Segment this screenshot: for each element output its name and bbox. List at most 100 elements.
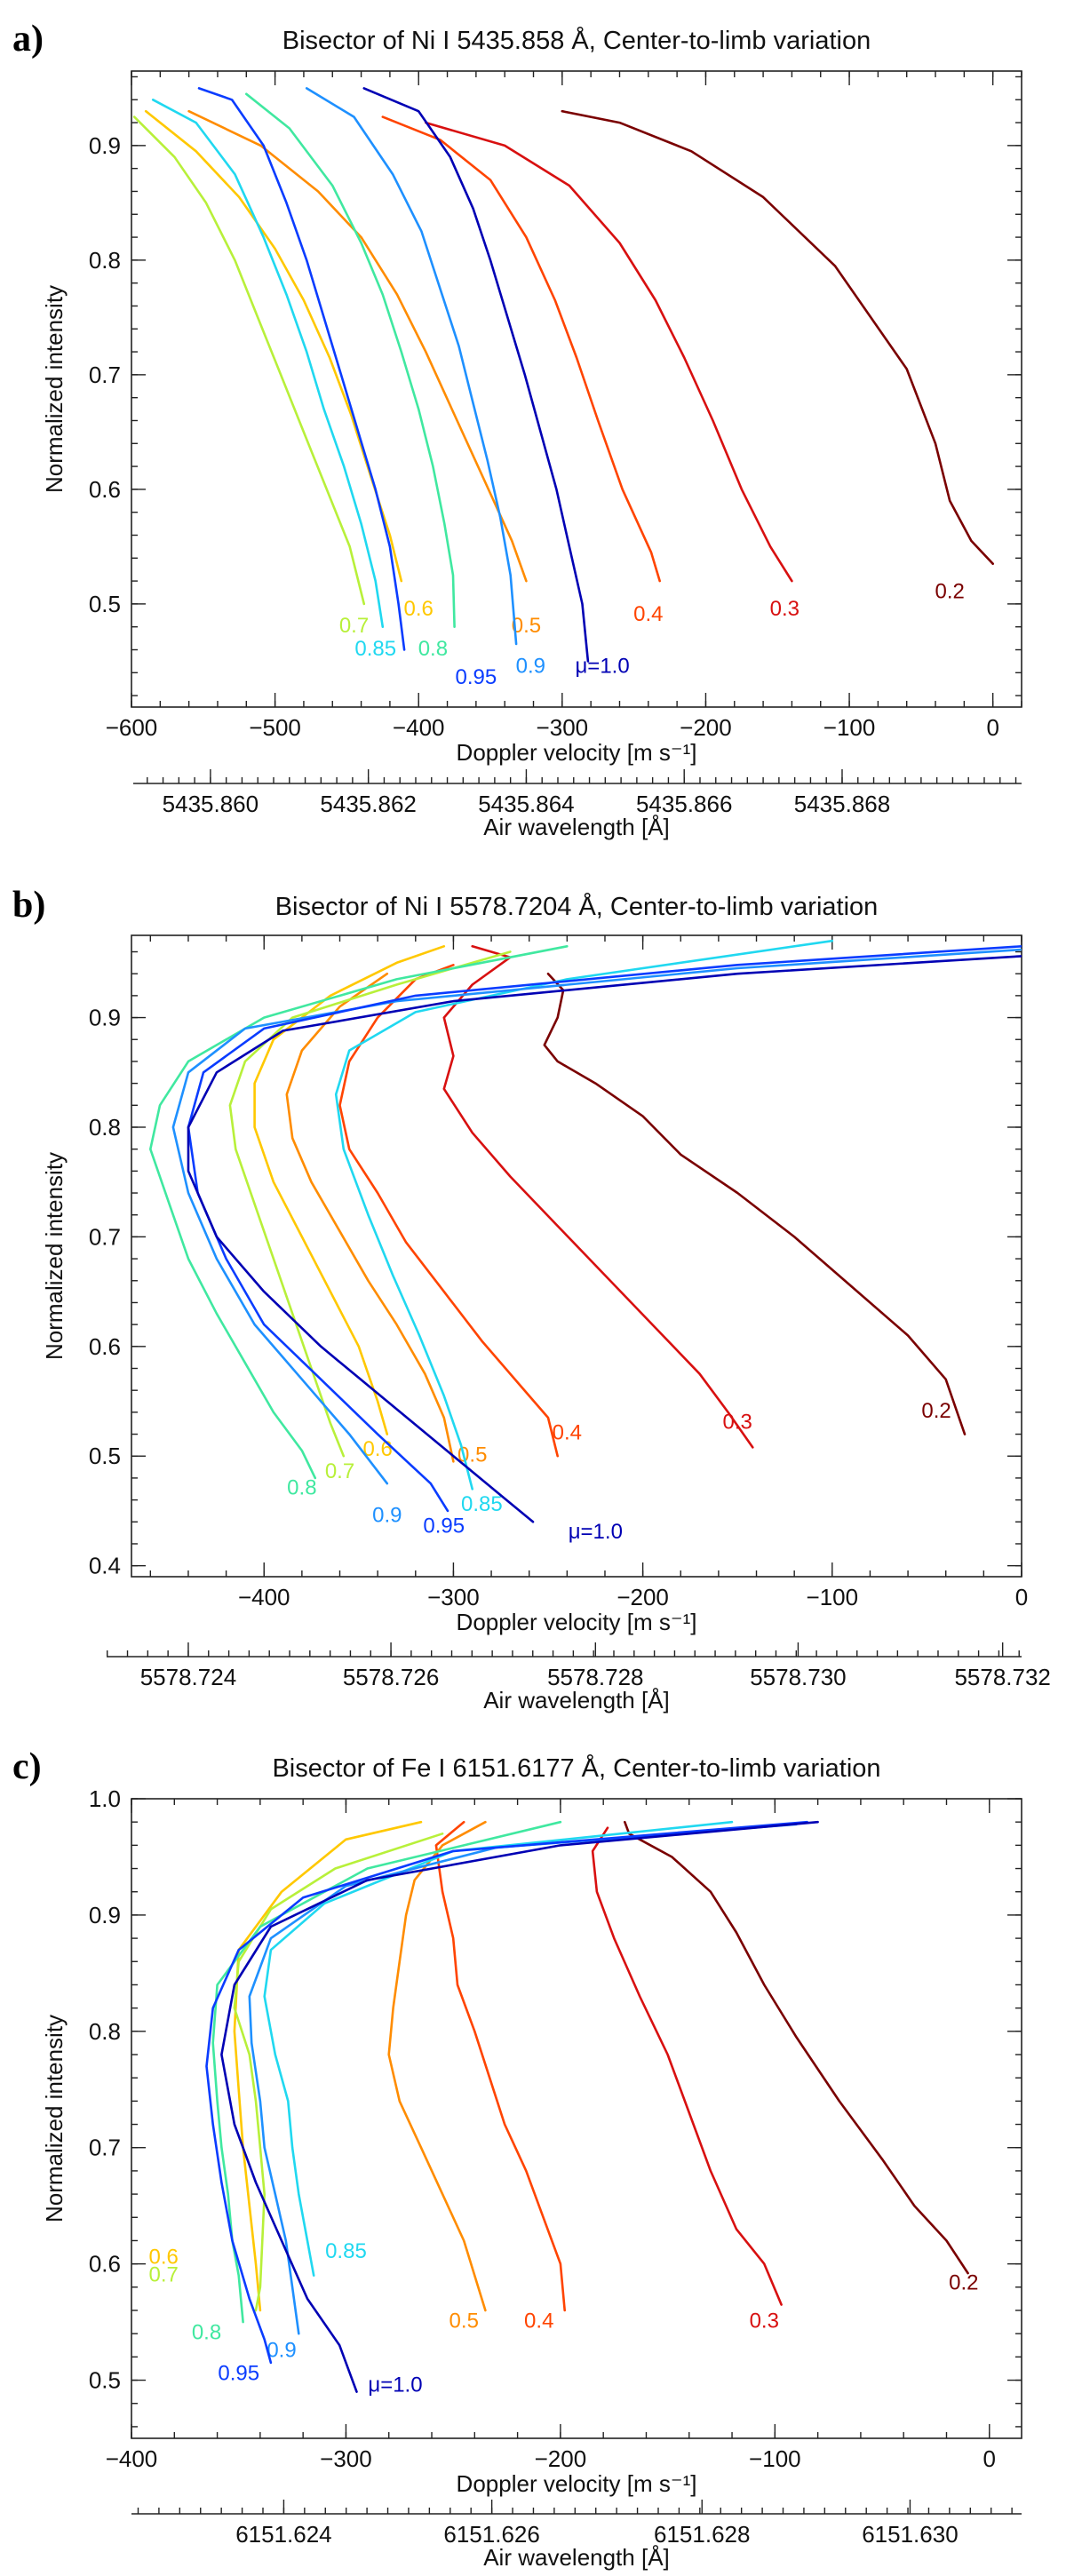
y-tick-label: 0.7 xyxy=(89,1223,121,1250)
panel-a: a) Bisector of Ni I 5435.858 Å, Center-to… xyxy=(0,0,1066,844)
series-label: 0.85 xyxy=(325,2239,367,2263)
series-line-0.6 xyxy=(144,109,403,583)
series-line-0.4 xyxy=(434,1820,566,2312)
series-line-0.2 xyxy=(561,109,994,565)
y-tick-label: 1.0 xyxy=(89,1785,121,1812)
series-line-0.95 xyxy=(205,1820,808,2365)
series-line-0.2 xyxy=(543,972,967,1435)
panel-letter: b) xyxy=(12,885,45,926)
x-tick-label: −100 xyxy=(807,1584,859,1610)
wavelength-tick-label: 5578.724 xyxy=(140,1664,236,1690)
series-label: μ=1.0 xyxy=(569,1520,623,1544)
x-tick-label: 0 xyxy=(1015,1584,1028,1610)
wavelength-tick-label: 5435.866 xyxy=(636,791,732,817)
series-label: 0.7 xyxy=(325,1459,354,1483)
y-tick-label: 0.5 xyxy=(89,1443,121,1469)
series-label: 0.8 xyxy=(192,2321,221,2345)
series-label: 0.8 xyxy=(287,1475,316,1499)
wavelength-tick-label: 5578.730 xyxy=(750,1664,846,1690)
series-line-0.3 xyxy=(425,121,793,583)
wavelength-tick-label: 6151.630 xyxy=(862,2521,958,2548)
x-tick-label: −300 xyxy=(427,1584,480,1610)
series-line-1.0 xyxy=(362,87,590,663)
y-tick-label: 0.6 xyxy=(89,2251,121,2278)
y-tick-label: 0.6 xyxy=(89,476,121,503)
x-tick-label: 0 xyxy=(983,2445,996,2472)
series-label: 0.7 xyxy=(339,614,369,638)
x-tick-label: −100 xyxy=(749,2445,801,2472)
series-line-1.0 xyxy=(220,1820,819,2393)
chart-c: c) Bisector of Fe I 6151.6177 Å, Center-t… xyxy=(12,1746,1022,2571)
wavelength-tick-label: 5435.864 xyxy=(478,791,574,817)
x-tick-label: −200 xyxy=(535,2445,587,2472)
series-line-0.8 xyxy=(149,945,569,1480)
x-tick-label: −200 xyxy=(617,1584,669,1610)
y-tick-label: 0.8 xyxy=(89,1114,121,1141)
y-tick-label: 0.8 xyxy=(89,2018,121,2045)
x-tick-label: −400 xyxy=(238,1584,290,1610)
chart-a: a) Bisector of Ni I 5435.858 Å, Center-to… xyxy=(12,19,1022,840)
x-axis-title: Doppler velocity [m s⁻¹] xyxy=(457,739,697,766)
series-line-0.9 xyxy=(305,87,518,646)
series-label: 0.9 xyxy=(266,2338,296,2362)
y-tick-label: 0.5 xyxy=(89,2367,121,2394)
series-line-0.4 xyxy=(381,115,661,583)
panel-c: c) Bisector of Fe I 6151.6177 Å, Center-t… xyxy=(0,1737,1066,2572)
chart-title: Bisector of Ni I 5578.7204 Å, Center-to-… xyxy=(275,892,879,921)
x-tick-label: 0 xyxy=(986,714,998,741)
series-label: 0.3 xyxy=(750,2310,779,2334)
series-label: 0.2 xyxy=(949,2270,978,2294)
series-line-0.4 xyxy=(338,964,559,1458)
series-label: 0.85 xyxy=(354,637,396,661)
y-tick-label: 0.4 xyxy=(89,1553,121,1579)
series-label: 0.4 xyxy=(633,602,663,626)
series-label: 0.4 xyxy=(524,2310,553,2334)
series-line-0.7 xyxy=(132,115,366,606)
wavelength-tick-label: 5435.868 xyxy=(794,791,890,817)
y-tick-label: 0.9 xyxy=(89,132,121,159)
series-line-0.5 xyxy=(285,972,455,1463)
wavelength-axis-title: Air wavelength [Å] xyxy=(483,2544,670,2571)
chart-b: b) Bisector of Ni I 5578.7204 Å, Center-t… xyxy=(12,885,1051,1713)
plot-frame xyxy=(131,934,1022,1578)
x-tick-label: −400 xyxy=(393,714,445,741)
series-label: μ=1.0 xyxy=(575,654,629,678)
series-label: 0.9 xyxy=(516,654,545,678)
wavelength-tick-label: 5435.860 xyxy=(163,791,259,817)
y-tick-label: 0.9 xyxy=(89,1005,121,1031)
series-line-0.7 xyxy=(228,950,512,1458)
panel-letter: a) xyxy=(12,19,44,60)
panel-letter: c) xyxy=(12,1746,42,1787)
y-axis-title: Normalized intensity xyxy=(41,1152,68,1360)
series-line-0.3 xyxy=(442,945,754,1449)
y-axis-title: Normalized intensity xyxy=(41,2015,68,2222)
series-line-0.5 xyxy=(387,1820,487,2312)
y-tick-label: 0.7 xyxy=(89,362,121,388)
series-label: 0.9 xyxy=(372,1503,402,1527)
wavelength-tick-label: 5578.726 xyxy=(343,1664,439,1690)
series-line-0.8 xyxy=(245,92,456,628)
x-tick-label: −200 xyxy=(680,714,732,741)
wavelength-axis-title: Air wavelength [Å] xyxy=(483,814,670,840)
y-tick-label: 0.6 xyxy=(89,1333,121,1360)
series-line-0.85 xyxy=(334,939,834,1491)
series-line-0.9 xyxy=(171,948,1022,1485)
wavelength-tick-label: 5578.732 xyxy=(954,1664,1050,1690)
chart-title: Bisector of Ni I 5435.858 Å, Center-to-l… xyxy=(282,26,871,55)
series-label: 0.95 xyxy=(218,2362,259,2386)
wavelength-tick-label: 6151.626 xyxy=(443,2521,539,2548)
y-tick-label: 0.8 xyxy=(89,247,121,274)
x-tick-label: −400 xyxy=(106,2445,158,2472)
series-line-0.85 xyxy=(263,1820,734,2277)
series-line-0.8 xyxy=(211,1820,562,2324)
x-tick-label: −100 xyxy=(823,714,876,741)
wavelength-tick-label: 6151.624 xyxy=(235,2521,331,2548)
series-label: 0.95 xyxy=(456,665,497,689)
y-tick-label: 0.7 xyxy=(89,2135,121,2161)
x-axis-title: Doppler velocity [m s⁻¹] xyxy=(457,2470,697,2497)
y-tick-label: 0.5 xyxy=(89,591,121,617)
series-label: 0.6 xyxy=(149,2246,179,2270)
series-label: μ=1.0 xyxy=(368,2373,422,2397)
series-line-1.0 xyxy=(187,955,1022,1523)
x-axis-title: Doppler velocity [m s⁻¹] xyxy=(457,1609,697,1635)
